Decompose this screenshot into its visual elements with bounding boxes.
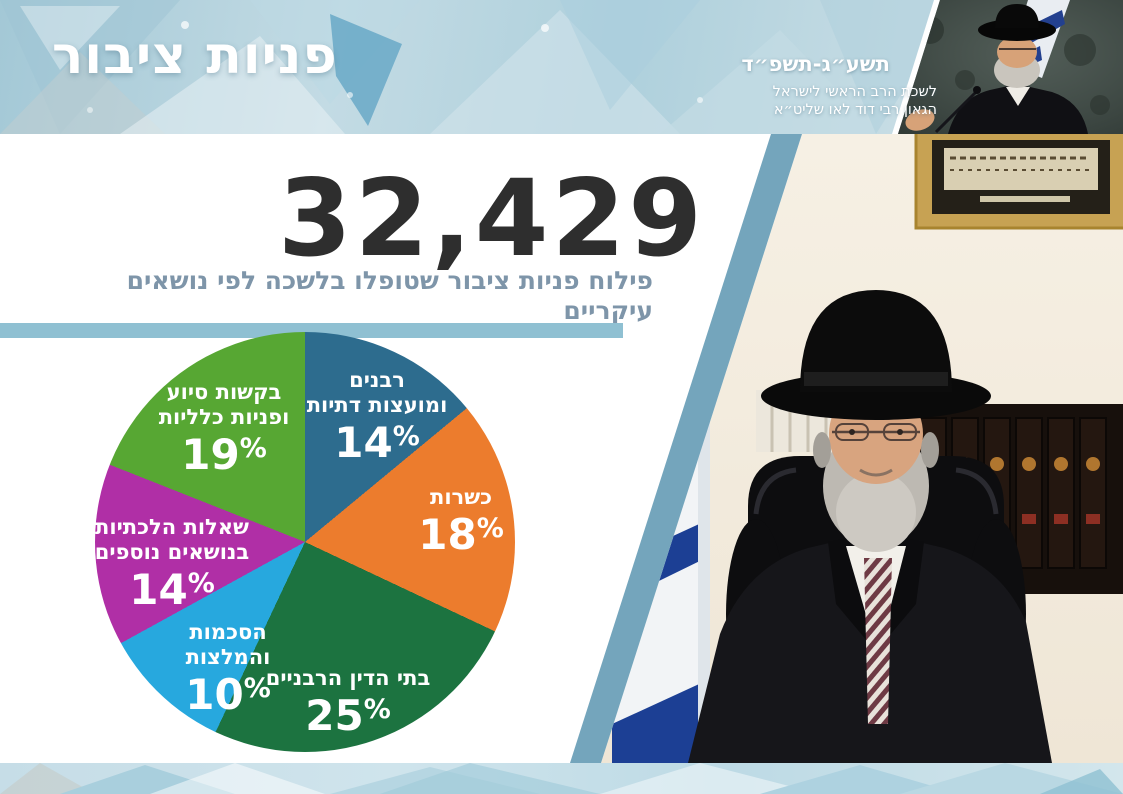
- pie-label-kashrut: כשרות 18%: [418, 485, 504, 556]
- pie-percent: 14%: [129, 564, 215, 614]
- chart-subtitle: פילוח פניות ציבור שטופלו בלשכה לפי נושאי…: [126, 266, 653, 325]
- pie-label-line: הסכמות: [189, 620, 267, 644]
- pie-percent: 14%: [334, 417, 420, 467]
- pie-chart: רבנים ומועצות דתיות 14% כשרות 18% בתי הד…: [95, 332, 515, 752]
- office-line-2: הגאון רבי דוד לאו שליט״א: [773, 102, 937, 118]
- pie-label-approbations: הסכמות והמלצות 10%: [185, 620, 271, 716]
- pie-label-halachic-questions: שאלות הלכתיות בנושאים נוספים 14%: [95, 515, 249, 611]
- office-line-1: לשכת הרב הראשי לישראל: [772, 84, 937, 100]
- pie-label-line: והמלצות: [185, 644, 271, 669]
- total-inquiries-number: 32,429: [278, 157, 706, 280]
- pie-label-line: בנושאים נוספים: [94, 539, 250, 564]
- banner-lowpoly-pattern: [0, 0, 960, 134]
- bottom-lowpoly-pattern: [0, 763, 1123, 794]
- pie-percent: 10%: [185, 669, 271, 719]
- rabbi-speech-illustration: [898, 0, 1123, 134]
- page-title: פניות ציבור: [52, 26, 338, 86]
- pie-percent: 19%: [181, 429, 267, 479]
- period-label: תשע״ג-תשפ״ד: [741, 52, 890, 76]
- pie-label-line: בקשות סיוע: [166, 380, 282, 404]
- pie-label-line: ומועצות דתיות: [306, 392, 448, 417]
- rabbi-speech-photo: [898, 0, 1123, 134]
- pie-percent: 25%: [305, 690, 391, 740]
- pie-label-assistance-requests: בקשות סיוע ופניות כלליות 19%: [159, 380, 290, 476]
- pie-label-line: ופניות כלליות: [158, 404, 290, 429]
- pie-label-rabbis-councils: רבנים ומועצות דתיות 14%: [307, 368, 448, 464]
- bottom-strip: [0, 763, 1123, 794]
- pie-percent: 18%: [418, 509, 504, 559]
- pie-label-line: רבנים: [349, 368, 405, 392]
- pie-label-line: שאלות הלכתיות: [95, 515, 249, 539]
- pie-label-rabbinical-courts: בתי הדין הרבניים 25%: [266, 666, 431, 737]
- pie-label-line: כשרות: [429, 485, 493, 509]
- divider-bar: [0, 323, 623, 338]
- pie-circle: [95, 332, 515, 752]
- pie-label-line: בתי הדין הרבניים: [265, 666, 431, 690]
